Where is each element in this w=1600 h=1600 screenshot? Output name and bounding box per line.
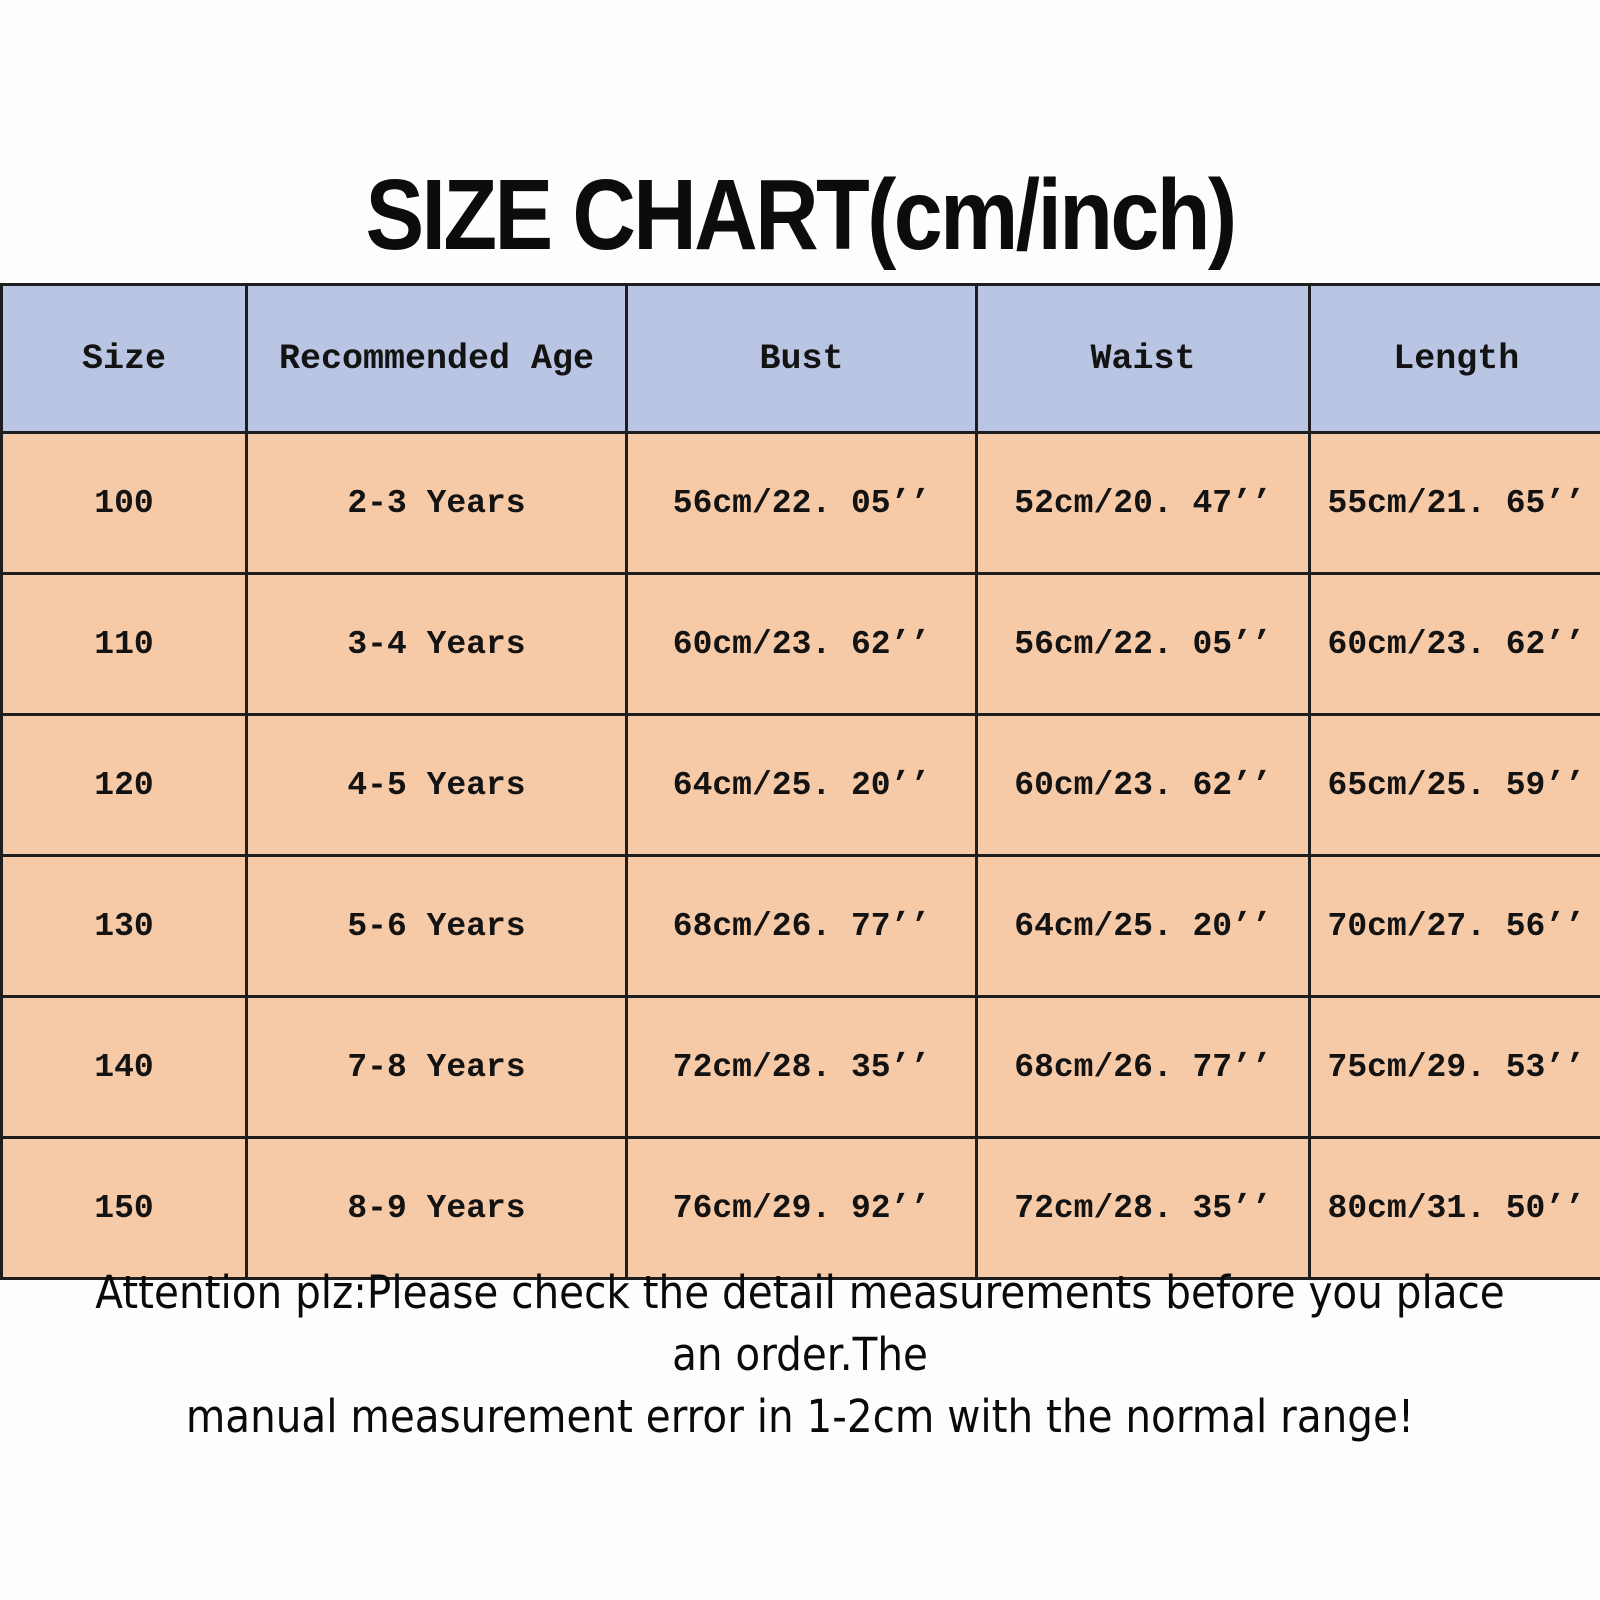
attention-note-line2: manual measurement error in 1-2cm with t…	[185, 1390, 1415, 1443]
cell-size: 100	[0, 431, 248, 575]
cell-age: 7-8 Years	[245, 995, 628, 1139]
cell-waist: 60cm/23. 62’’	[975, 713, 1311, 857]
cell-waist: 52cm/20. 47’’	[975, 431, 1311, 575]
table-row: 110 3-4 Years 60cm/23. 62’’ 56cm/22. 05’…	[0, 572, 1600, 716]
cell-bust: 56cm/22. 05’’	[625, 431, 978, 575]
cell-size: 110	[0, 572, 248, 716]
column-header-size: Size	[0, 283, 248, 434]
cell-size: 120	[0, 713, 248, 857]
cell-length: 55cm/21. 65’’	[1308, 431, 1600, 575]
table-row: 150 8-9 Years 76cm/29. 92’’ 72cm/28. 35’…	[0, 1136, 1600, 1280]
cell-bust: 72cm/28. 35’’	[625, 995, 978, 1139]
page-title: SIZE CHART(cm/inch)	[365, 159, 1238, 271]
cell-bust: 60cm/23. 62’’	[625, 572, 978, 716]
column-header-recommended-age: Recommended Age	[245, 283, 628, 434]
cell-length: 65cm/25. 59’’	[1308, 713, 1600, 857]
cell-waist: 68cm/26. 77’’	[975, 995, 1311, 1139]
cell-bust: 64cm/25. 20’’	[625, 713, 978, 857]
cell-length: 75cm/29. 53’’	[1308, 995, 1600, 1139]
cell-size: 150	[0, 1136, 248, 1280]
table-row: 120 4-5 Years 64cm/25. 20’’ 60cm/23. 62’…	[0, 713, 1600, 857]
cell-waist: 72cm/28. 35’’	[975, 1136, 1311, 1280]
cell-age: 2-3 Years	[245, 431, 628, 575]
attention-note-text: Attention plz:Please check the detail me…	[80, 1262, 1520, 1448]
cell-age: 5-6 Years	[245, 854, 628, 998]
cell-age: 8-9 Years	[245, 1136, 628, 1280]
cell-bust: 68cm/26. 77’’	[625, 854, 978, 998]
cell-length: 70cm/27. 56’’	[1308, 854, 1600, 998]
cell-age: 3-4 Years	[245, 572, 628, 716]
cell-size: 140	[0, 995, 248, 1139]
table-row: 130 5-6 Years 68cm/26. 77’’ 64cm/25. 20’…	[0, 854, 1600, 998]
cell-bust: 76cm/29. 92’’	[625, 1136, 978, 1280]
cell-age: 4-5 Years	[245, 713, 628, 857]
column-header-waist: Waist	[975, 283, 1311, 434]
cell-waist: 56cm/22. 05’’	[975, 572, 1311, 716]
table-row: 100 2-3 Years 56cm/22. 05’’ 52cm/20. 47’…	[0, 431, 1600, 575]
attention-note: Attention plz:Please check the detail me…	[0, 1262, 1600, 1448]
table-header-row: Size Recommended Age Bust Waist Length	[0, 283, 1600, 434]
cell-waist: 64cm/25. 20’’	[975, 854, 1311, 998]
cell-length: 80cm/31. 50’’	[1308, 1136, 1600, 1280]
attention-note-line1: Attention plz:Please check the detail me…	[95, 1266, 1505, 1381]
cell-size: 130	[0, 854, 248, 998]
column-header-length: Length	[1308, 283, 1600, 434]
size-chart-table: Size Recommended Age Bust Waist Length 1…	[0, 283, 1600, 1280]
column-header-bust: Bust	[625, 283, 978, 434]
table-row: 140 7-8 Years 72cm/28. 35’’ 68cm/26. 77’…	[0, 995, 1600, 1139]
cell-length: 60cm/23. 62’’	[1308, 572, 1600, 716]
